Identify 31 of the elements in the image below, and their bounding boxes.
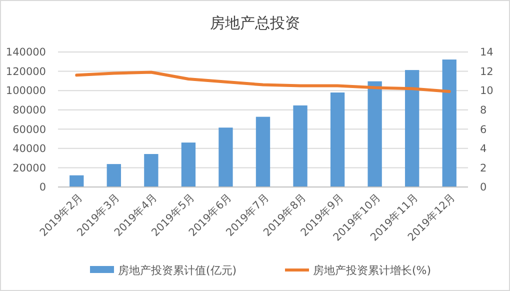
y-tick-label: 20000: [12, 162, 46, 174]
y-tick-label: 80000: [12, 104, 46, 117]
bar: [330, 92, 345, 187]
bar: [181, 142, 196, 187]
legend-label: 房地产投资累计值(亿元): [118, 264, 237, 277]
y2-tick-label: 2: [480, 162, 487, 174]
bar: [442, 60, 456, 187]
bar: [256, 116, 270, 187]
bar: [144, 154, 158, 187]
y2-tick-label: 10: [480, 85, 494, 98]
bar: [293, 105, 308, 187]
bar: [70, 175, 84, 187]
y-tick-label: 120000: [6, 66, 46, 78]
y-tick-label: 40000: [12, 143, 46, 156]
y2-tick-label: 12: [480, 66, 494, 78]
y2-tick-label: 6: [480, 124, 487, 136]
bar: [405, 70, 420, 187]
y-tick-label: 100000: [6, 85, 46, 98]
legend-label: 房地产投资累计增长(%): [313, 264, 432, 277]
y-tick-label: 140000: [6, 46, 46, 59]
y2-tick-label: 14: [480, 46, 494, 59]
y2-tick-label: 4: [480, 143, 487, 156]
y2-tick-label: 0: [480, 182, 487, 194]
y-tick-label: 60000: [12, 124, 46, 136]
y2-tick-label: 8: [480, 104, 487, 117]
bar: [368, 81, 382, 187]
bar: [218, 128, 233, 187]
line-series: [75, 70, 451, 94]
y-tick-label: 0: [39, 182, 46, 194]
chart-title: 房地产总投资: [210, 14, 300, 32]
bar: [106, 164, 121, 187]
